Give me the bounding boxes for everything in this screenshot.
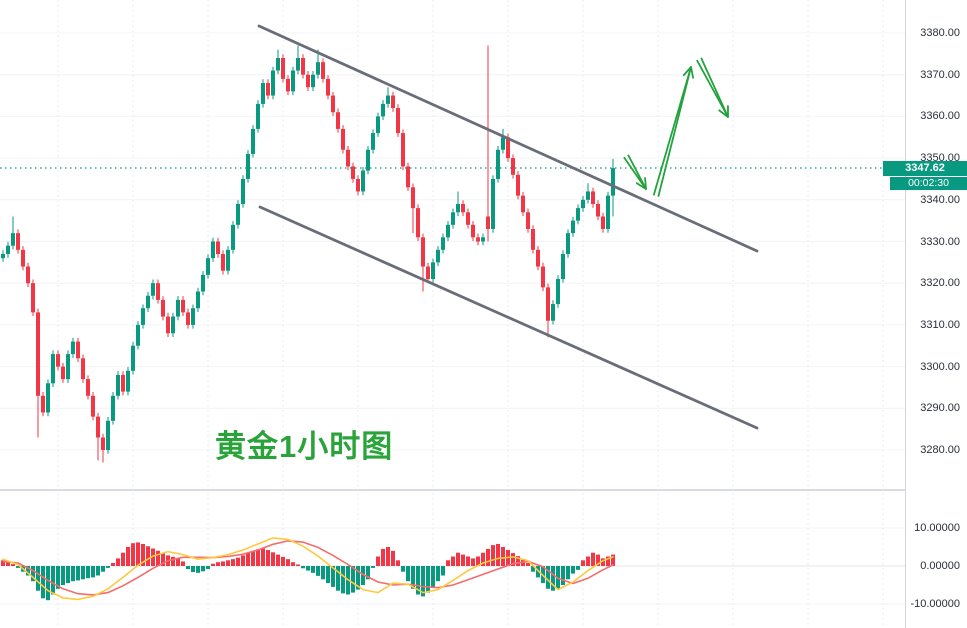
chart-title-annotation[interactable]: 黄金1小时图: [215, 429, 394, 464]
indicator-tick-label: 0.00000: [920, 560, 960, 572]
trend-channel-lines[interactable]: [257, 24, 759, 430]
price-tick-label: 3380.00: [920, 27, 960, 39]
candlestick-series: [1, 45, 615, 463]
gridlines: [0, 0, 905, 628]
price-tick-label: 3310.00: [920, 318, 960, 331]
trend-arrow[interactable]: [652, 66, 695, 197]
candle-countdown-tag: 00:02:30: [890, 176, 967, 190]
trend-arrow[interactable]: [623, 154, 647, 190]
trend-arrow[interactable]: [696, 57, 729, 118]
indicator-tick-label: -10.00000: [910, 598, 960, 610]
macd-indicator: [1, 537, 615, 601]
channel-trend-line[interactable]: [257, 24, 759, 253]
channel-trend-line[interactable]: [258, 205, 759, 430]
price-tick-label: 3330.00: [920, 235, 960, 248]
price-tick-label: 3340.00: [920, 193, 960, 206]
indicator-axis[interactable]: 10.00000 0.00000 -10.00000: [905, 489, 967, 628]
last-price-tag: 3347.62: [883, 160, 967, 176]
price-axis[interactable]: 3380.00 3370.00 3360.00 3350.00 3340.00 3330.…: [905, 0, 967, 489]
pane-divider: [0, 489, 967, 491]
price-tick-label: 3300.00: [920, 360, 960, 373]
annotation-arrows[interactable]: [623, 57, 729, 197]
price-tick-label: 3360.00: [920, 110, 960, 123]
indicator-tick-label: 10.00000: [914, 522, 960, 534]
price-tick-label: 3290.00: [920, 402, 960, 415]
price-tick-label: 3320.00: [920, 277, 960, 290]
price-tick-label: 3280.00: [920, 444, 960, 456]
price-tick-label: 3370.00: [920, 68, 960, 81]
